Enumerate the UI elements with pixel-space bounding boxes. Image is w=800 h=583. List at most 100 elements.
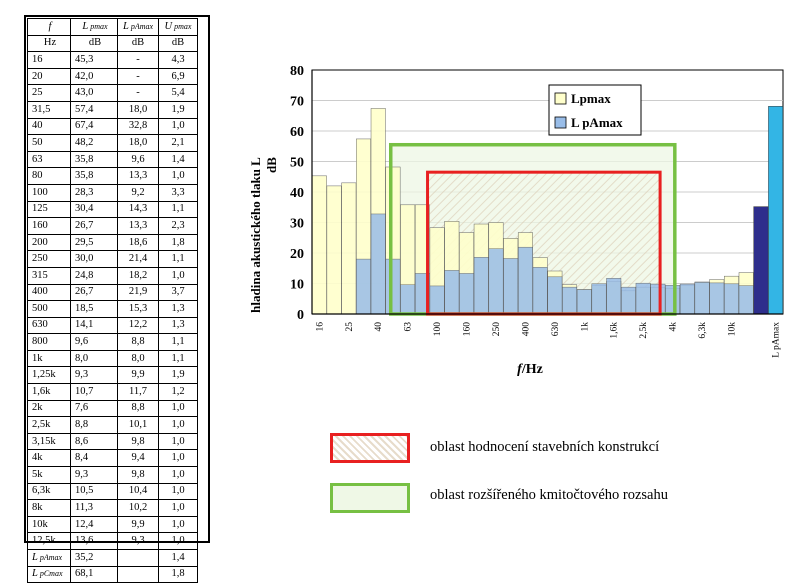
legend-label: L pAmax (571, 115, 623, 130)
x-tick-label: 2,5k (639, 322, 649, 339)
table-cell: 3,15k (27, 432, 71, 451)
table-cell: 6,3k (27, 482, 71, 501)
legend-label: Lpmax (571, 91, 611, 106)
bar-lpamax (665, 285, 681, 315)
bar-lpamax (547, 276, 563, 315)
bar-lpamax (473, 257, 489, 315)
bar-lpamax (517, 246, 533, 315)
bar-lpamax (679, 283, 695, 315)
table-cell: 12,2 (117, 316, 159, 335)
table-cell: 4k (27, 449, 71, 468)
table-cell: 9,3 (70, 366, 118, 385)
table-cell: 100 (27, 183, 71, 202)
table-cell: L pCmax (27, 565, 71, 583)
table-cell: 9,6 (117, 150, 159, 169)
table-cell: 45,3 (70, 51, 118, 69)
y-tick-label: 20 (290, 247, 304, 262)
table-row: 160 26,7 13,3 2,3 (27, 217, 198, 235)
table-cell: 1,9 (158, 366, 198, 385)
table-cell: 8,4 (70, 449, 118, 468)
table-row: 3,15k 8,6 9,8 1,0 (27, 432, 198, 451)
table-cell: - (117, 51, 159, 69)
table-cell: 26,7 (70, 217, 118, 235)
bar-lpamax (400, 284, 416, 315)
table-header-cell: U pmax (158, 18, 198, 36)
table-row: 5k 9,3 9,8 1,0 (27, 466, 198, 484)
table-cell: 18,2 (117, 266, 159, 285)
table-cell: 10k (27, 515, 71, 534)
table-cell: 2,3 (158, 217, 198, 235)
table-header-cell: dB (158, 34, 198, 53)
table-cell: 18,0 (117, 100, 159, 119)
table-row: 40 67,4 32,8 1,0 (27, 117, 198, 136)
x-tick-label: 4k (669, 322, 679, 332)
bar-lpmax (311, 175, 327, 315)
y-tick-label: 0 (297, 308, 304, 323)
legend-swatch (554, 116, 567, 129)
table-cell: 18,6 (117, 233, 159, 252)
table-row: L pCmax 68,1 1,8 (27, 565, 198, 583)
x-axis-label-unit: /Hz (521, 362, 543, 377)
table-cell: 57,4 (70, 100, 118, 119)
table-row: 400 26,7 21,9 3,7 (27, 283, 198, 302)
table-cell: 125 (27, 200, 71, 219)
table-cell: 10,1 (117, 416, 159, 434)
table-cell: 63 (27, 150, 71, 169)
table-header-cell: f (27, 18, 71, 36)
table-cell: 8,8 (70, 416, 118, 434)
table-cell: - (117, 67, 159, 86)
table-cell: 42,0 (70, 67, 118, 86)
table-cell: 160 (27, 217, 71, 235)
table-row: 2,5k 8,8 10,1 1,0 (27, 416, 198, 434)
table-row: 4k 8,4 9,4 1,0 (27, 449, 198, 468)
table-cell: 1,4 (158, 150, 198, 169)
table-cell: 30,4 (70, 200, 118, 219)
x-tick-label: 40 (374, 322, 384, 332)
table-header-cell: L pmax (70, 18, 118, 36)
table-cell: 315 (27, 266, 71, 285)
table-cell: 12,4 (70, 515, 118, 534)
bar-lpamax (532, 267, 548, 315)
table-cell: 1,3 (158, 316, 198, 335)
green-region-label: oblast rozšířeného kmitočtového rozsahu (430, 487, 668, 503)
table-row: 20 42,0-6,9 (27, 67, 198, 86)
bar-lpamax (709, 282, 725, 315)
bar-lpamax (620, 286, 636, 315)
table-cell: 5k (27, 466, 71, 484)
y-axis-unit: dB (264, 157, 279, 173)
table-row: 10k 12,4 9,9 1,0 (27, 515, 198, 534)
table-cell: 7,6 (70, 399, 118, 418)
table-cell: 9,8 (117, 432, 159, 451)
table-cell: 30,0 (70, 250, 118, 268)
y-tick-label: 30 (290, 217, 304, 232)
table-header-row: Hz dB dB dB (27, 34, 198, 53)
table-cell: 10,4 (117, 482, 159, 501)
table-cell: 1,25k (27, 366, 71, 385)
x-tick-label: 63 (404, 322, 414, 332)
table-cell: 29,5 (70, 233, 118, 252)
table-cell: 21,9 (117, 283, 159, 302)
table-cell: 630 (27, 316, 71, 335)
table-cell: 500 (27, 300, 71, 318)
y-tick-label: 60 (290, 125, 304, 140)
table-cell: 32,8 (117, 117, 159, 136)
table-cell: 16 (27, 51, 71, 69)
y-tick-label: 40 (290, 186, 304, 201)
table-cell: 5,4 (158, 84, 198, 102)
table-cell: 1,2 (158, 383, 198, 401)
table-row: 8k 11,3 10,2 1,0 (27, 499, 198, 517)
table-cell: 1,0 (158, 117, 198, 136)
table-cell: 6,9 (158, 67, 198, 86)
table-cell: 21,4 (117, 250, 159, 268)
bar-lpamax (444, 270, 460, 315)
table-cell: 2,1 (158, 134, 198, 152)
table-row: 25 43,0-5,4 (27, 84, 198, 102)
bar-total (768, 106, 784, 315)
bar-lpamax (503, 258, 519, 315)
table-row: 2k 7,6 8,8 1,0 (27, 399, 198, 418)
table-cell: 8,8 (117, 399, 159, 418)
table-cell (117, 565, 159, 583)
table-row: 125 30,4 14,3 1,1 (27, 200, 198, 219)
table-cell: 1,4 (158, 549, 198, 567)
table-row: 6,3k 10,5 10,4 1,0 (27, 482, 198, 501)
